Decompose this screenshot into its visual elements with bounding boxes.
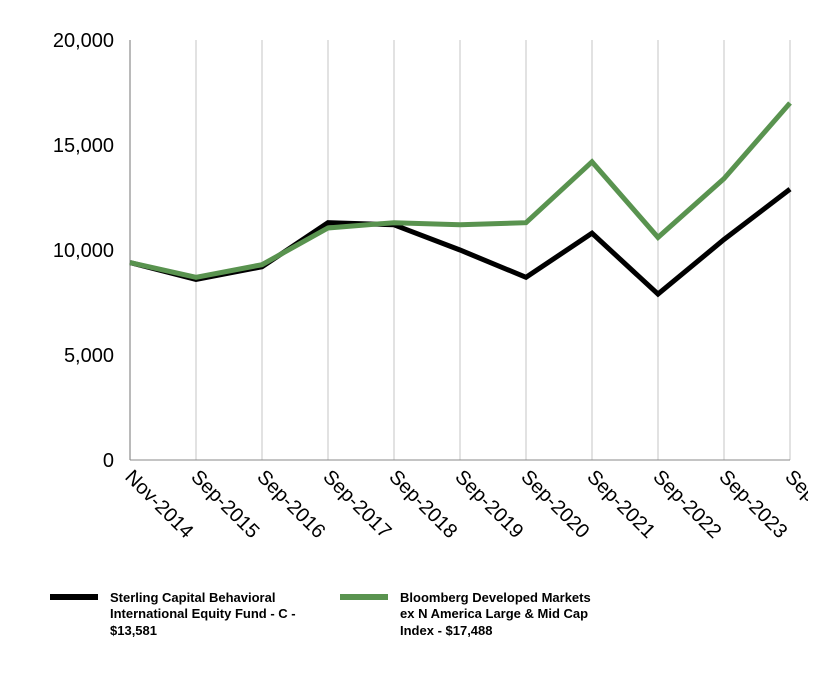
x-tick-label: Sep-2017 [318,466,395,543]
legend-label: Bloomberg Developed Markets ex N America… [400,590,600,639]
x-tick-label: Sep-2022 [648,466,725,543]
x-tick-label: Sep-2023 [714,466,791,543]
x-tick-label: Sep-2019 [450,466,527,543]
x-tick-label: Sep-2016 [252,466,329,543]
y-tick-label: 20,000 [53,30,114,52]
growth-chart: 0 5,000 10,000 15,000 20,000 Nov-2014Sep-2015… [20,20,808,664]
chart-svg: 0 5,000 10,000 15,000 20,000 Nov-2014Sep-2015… [20,20,808,590]
y-tick-label: 5,000 [64,345,114,367]
legend-swatch [340,594,388,600]
x-tick-label: Sep-2018 [384,466,461,543]
x-tick-label: Nov-2014 [120,466,197,543]
y-tick-label: 15,000 [53,135,114,157]
x-tick-label: Sep-2020 [516,466,593,543]
y-tick-label: 0 [103,450,114,472]
y-tick-label: 10,000 [53,240,114,262]
legend-swatch [50,594,98,600]
legend-item: Bloomberg Developed Markets ex N America… [340,590,600,639]
legend-item: Sterling Capital Behavioral Internationa… [50,590,310,639]
x-tick-label: Sep-2021 [582,466,659,543]
x-tick-label: Sep-2015 [186,466,263,543]
chart-legend: Sterling Capital Behavioral Internationa… [20,590,808,639]
legend-label: Sterling Capital Behavioral Internationa… [110,590,310,639]
